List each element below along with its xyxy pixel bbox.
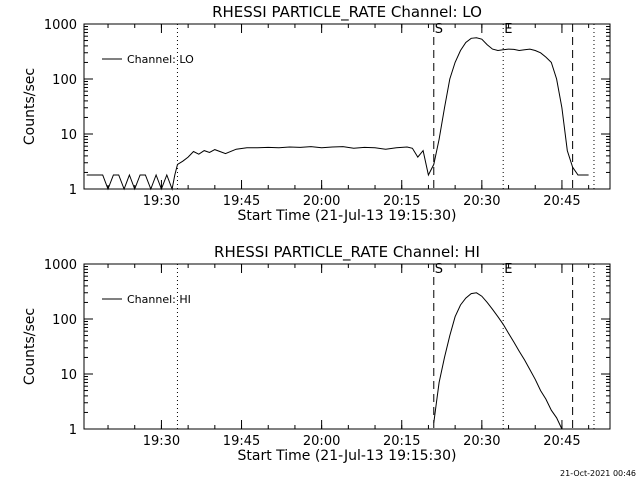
marker-s-label: S (435, 262, 443, 277)
marker-s-label: S (435, 22, 443, 37)
chart-title: RHESSI PARTICLE_RATE Channel: HI (214, 243, 480, 262)
x-axis-label: Start Time (21-Jul-13 19:15:30) (237, 448, 456, 464)
x-tick-label: 19:45 (223, 434, 260, 449)
marker-e-label: E (504, 262, 512, 277)
plot-frame (83, 263, 611, 430)
legend-label: Channel: LO (127, 53, 194, 66)
series-line (86, 37, 589, 191)
x-tick-label: 20:00 (303, 434, 340, 449)
y-tick-label: 100 (52, 73, 77, 88)
x-tick-label: 19:30 (143, 434, 180, 449)
footer-timestamp: 21-Oct-2021 00:46 (560, 469, 636, 478)
y-tick-label: 1000 (44, 18, 77, 33)
marker-e-label: E (504, 22, 512, 37)
y-tick-label: 1 (69, 423, 77, 438)
x-tick-label: 20:15 (383, 434, 420, 449)
y-tick-label: 10 (60, 128, 77, 143)
x-axis-label: Start Time (21-Jul-13 19:15:30) (237, 208, 456, 224)
y-tick-label: 1 (69, 183, 77, 198)
y-tick-label: 100 (52, 313, 77, 328)
panel-lo: RHESSI PARTICLE_RATE Channel: LO 19:30 19:… (22, 3, 611, 224)
chart-title: RHESSI PARTICLE_RATE Channel: LO (212, 3, 482, 22)
y-tick-label: 10 (60, 368, 77, 383)
x-tick-label: 20:45 (543, 434, 580, 449)
x-tick-label: 20:15 (383, 194, 420, 209)
legend-label: Channel: HI (127, 293, 191, 306)
x-tick-label: 20:30 (463, 194, 500, 209)
y-tick-label: 1000 (44, 258, 77, 273)
x-tick-label: 19:45 (223, 194, 260, 209)
plot-frame (83, 23, 611, 190)
panel-hi: RHESSI PARTICLE_RATE Channel: HI 19:30 19:… (22, 243, 611, 464)
y-axis-label: Counts/sec (22, 308, 38, 385)
x-tick-label: 20:45 (543, 194, 580, 209)
y-axis-label: Counts/sec (22, 68, 38, 145)
series-line (433, 292, 563, 430)
x-tick-label: 20:30 (463, 434, 500, 449)
x-tick-label: 20:00 (303, 194, 340, 209)
x-tick-label: 19:30 (143, 194, 180, 209)
